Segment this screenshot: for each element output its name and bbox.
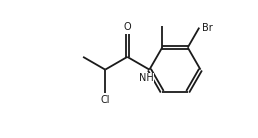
Text: O: O <box>124 22 131 32</box>
Text: Cl: Cl <box>100 95 110 105</box>
Text: NH: NH <box>139 73 154 83</box>
Text: Br: Br <box>202 23 213 33</box>
